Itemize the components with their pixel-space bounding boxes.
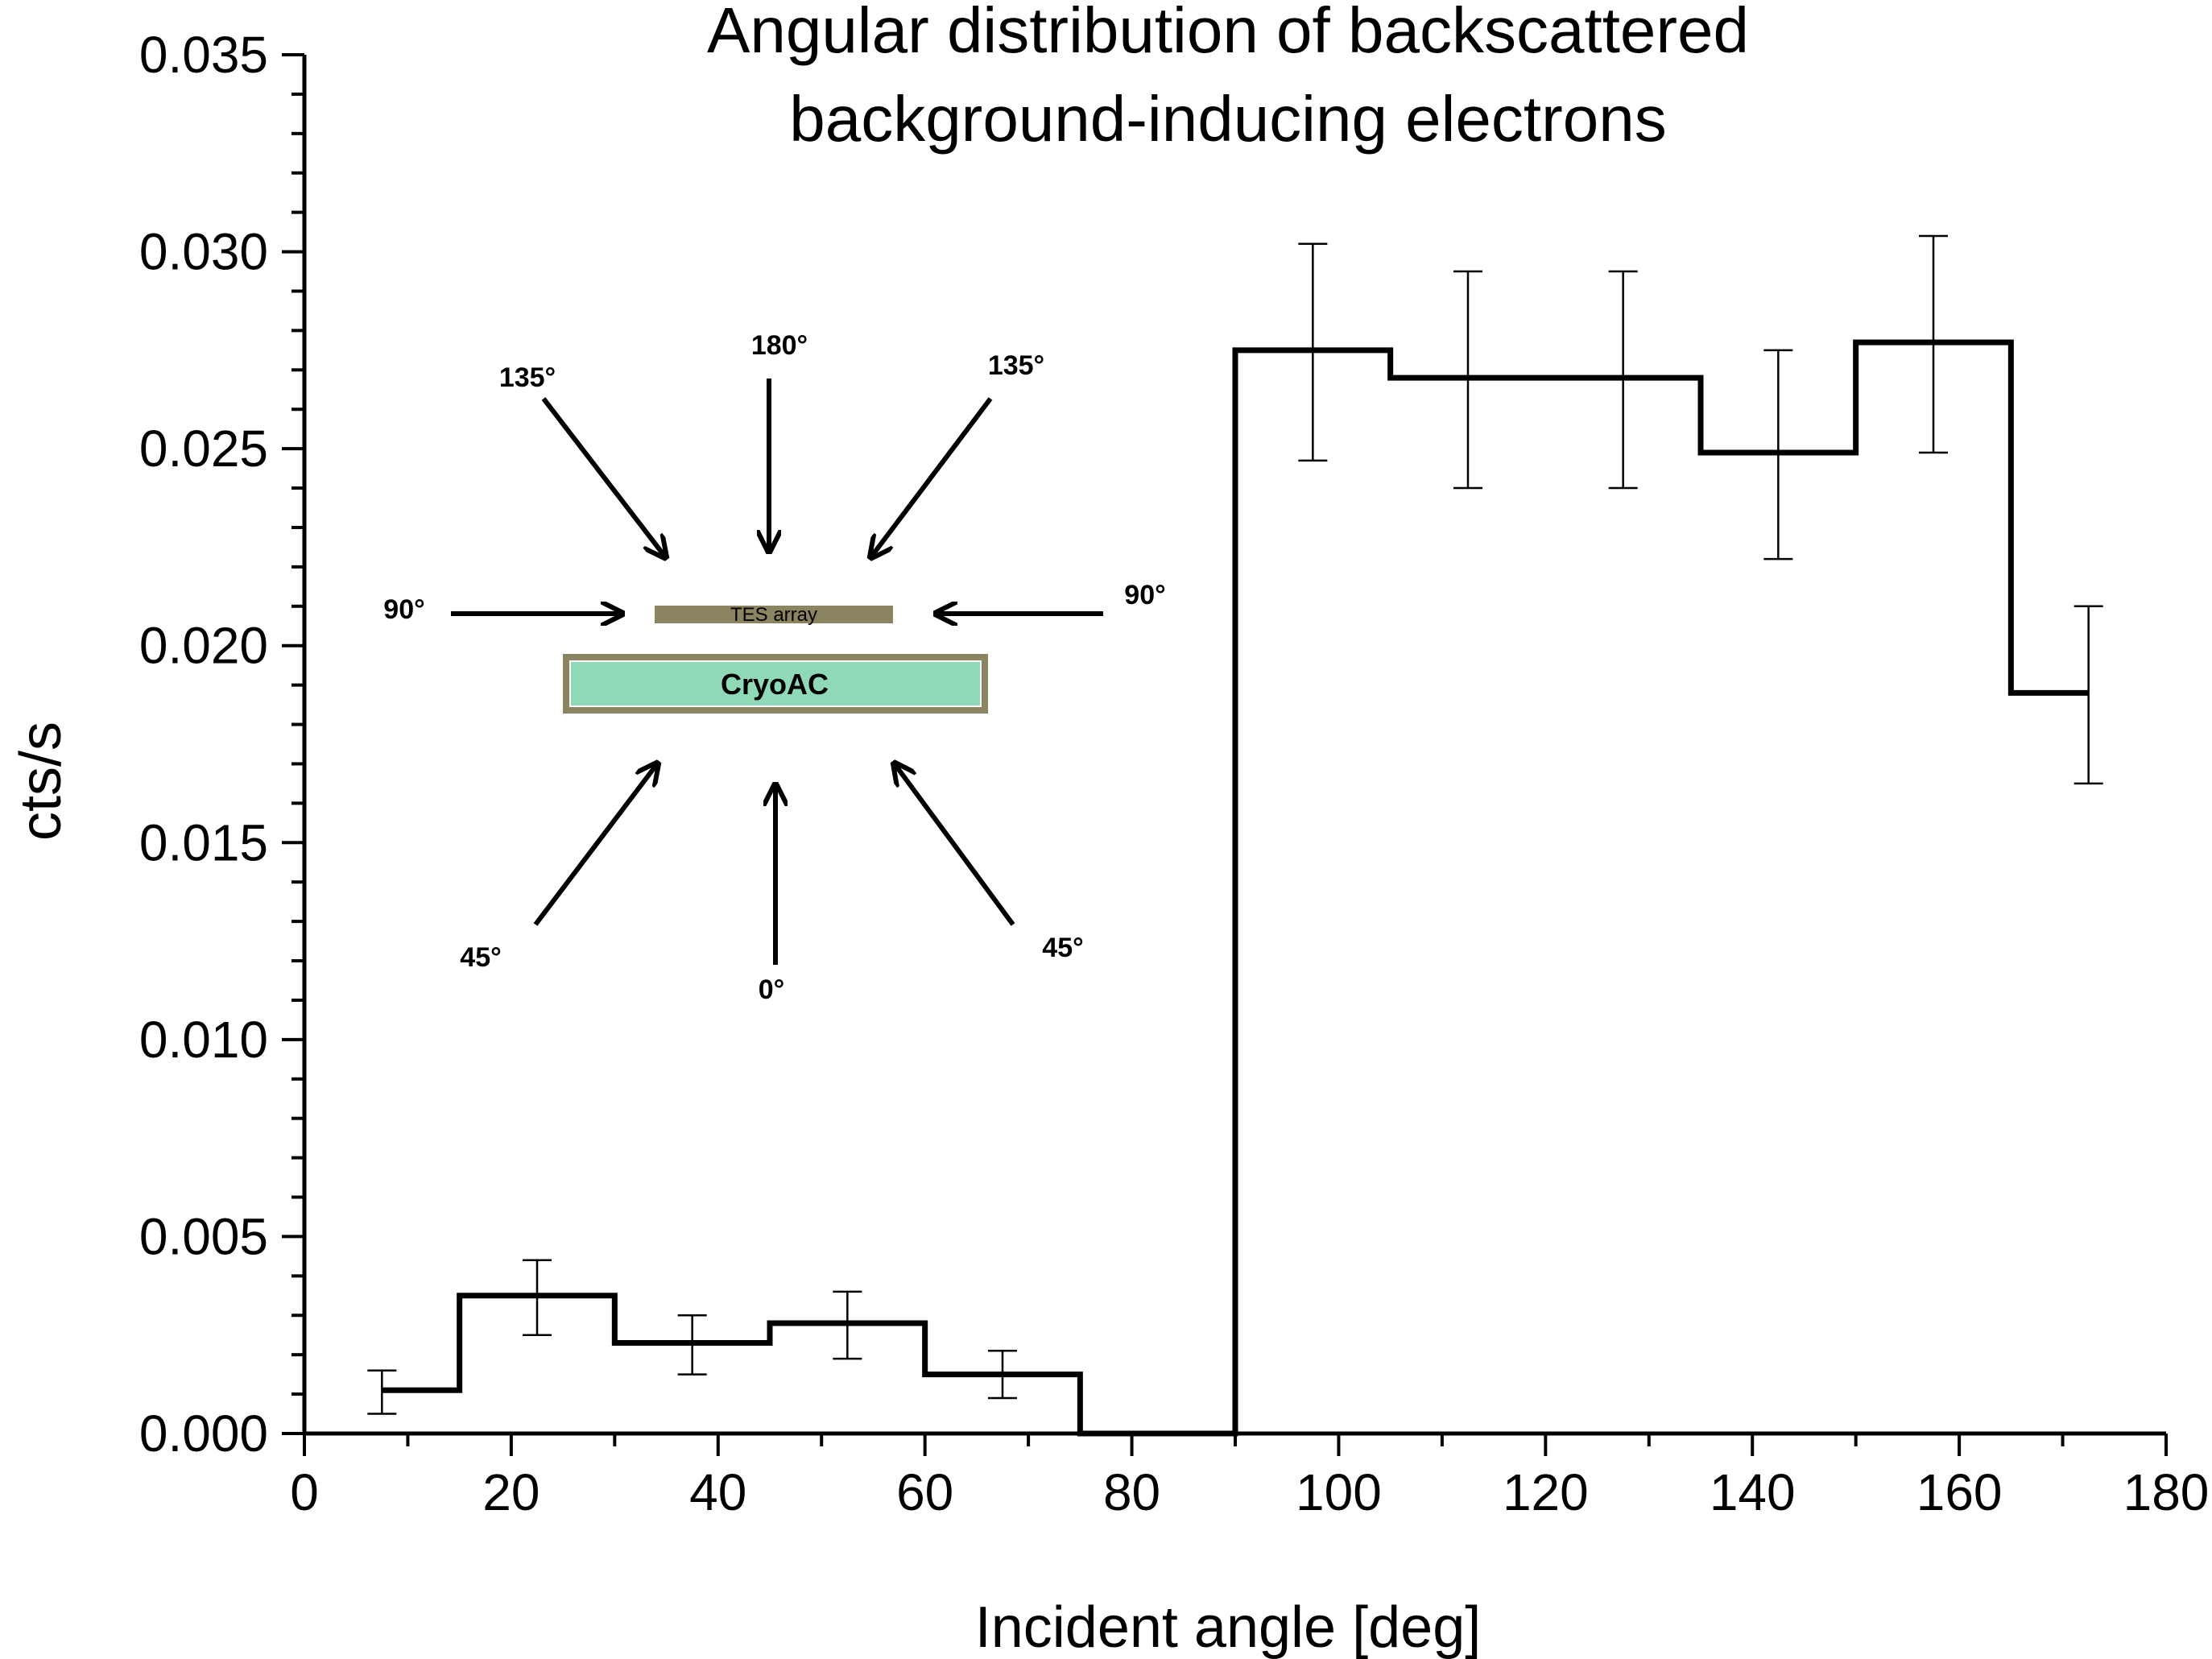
error-bar — [1453, 270, 1482, 490]
error-bar — [677, 1314, 707, 1376]
y-tick-label: 0.015 — [139, 813, 268, 871]
cryoac-label: CryoAC — [721, 668, 829, 701]
label-180: 180° — [751, 330, 808, 361]
label-45-left: 45° — [460, 942, 501, 973]
arrow-45-right — [895, 765, 1015, 926]
y-axis-label: cts/s — [9, 722, 73, 841]
y-tick-label: 0.025 — [139, 420, 268, 478]
error-bar — [2073, 605, 2103, 785]
arrow-135-right — [872, 397, 993, 556]
cryoac-frame — [563, 654, 988, 714]
error-bar — [523, 1259, 552, 1336]
x-axis-label: Incident angle [deg] — [975, 1595, 1482, 1659]
label-45-right: 45° — [1042, 933, 1083, 963]
label-135-right: 135° — [988, 350, 1044, 381]
x-tick-label: 140 — [1710, 1463, 1796, 1521]
arrow-135-left — [541, 397, 664, 556]
chart-title-line-2: background-inducing electrons — [789, 83, 1667, 155]
y-tick-label: 0.035 — [139, 26, 268, 84]
y-tick-label: 0.010 — [139, 1011, 268, 1069]
y-tick-label: 0.020 — [139, 617, 268, 675]
label-90-left: 90° — [383, 594, 424, 625]
y-tick-label: 0.005 — [139, 1207, 268, 1265]
y-tick-label: 0.000 — [139, 1405, 268, 1462]
x-tick-label: 180 — [2123, 1463, 2210, 1521]
chart-title-line-1: Angular distribution of backscattered — [707, 0, 1749, 66]
x-tick-label: 160 — [1916, 1463, 2003, 1521]
arrow-45-left — [533, 765, 656, 926]
tes-array-label: TES array — [730, 604, 817, 626]
inset-diagram: CryoAC TES array 180° 135° 135° 90° 90° … — [383, 330, 1165, 1005]
error-bar — [1298, 242, 1328, 462]
x-tick-label: 80 — [1103, 1463, 1160, 1521]
tick-labels: 0 20 40 60 80 100 120 140 160 180 0.000 0.005 0.010 0… — [139, 26, 2210, 1521]
x-tick-label: 100 — [1296, 1463, 1382, 1521]
tes-array-box — [655, 606, 893, 623]
x-tick-label: 120 — [1503, 1463, 1589, 1521]
error-bar — [833, 1290, 862, 1360]
label-0: 0° — [759, 974, 785, 1005]
error-bars — [367, 234, 2103, 1415]
y-tick-label: 0.030 — [139, 223, 268, 281]
x-tick-label: 60 — [896, 1463, 953, 1521]
x-tick-label: 0 — [290, 1463, 319, 1521]
x-tick-label: 40 — [689, 1463, 746, 1521]
error-bar — [988, 1350, 1017, 1400]
cryoac-box — [571, 662, 980, 705]
error-bar — [367, 1369, 397, 1415]
series-step-line — [382, 339, 2089, 1437]
x-tick-label: 20 — [482, 1463, 540, 1521]
error-bar — [1763, 349, 1793, 561]
step-line-path — [382, 339, 2089, 1437]
label-90-right: 90° — [1124, 580, 1165, 610]
error-bar — [1608, 270, 1638, 490]
error-bar — [1919, 234, 1948, 454]
ticks — [282, 53, 2168, 1456]
label-135-left: 135° — [499, 362, 556, 393]
